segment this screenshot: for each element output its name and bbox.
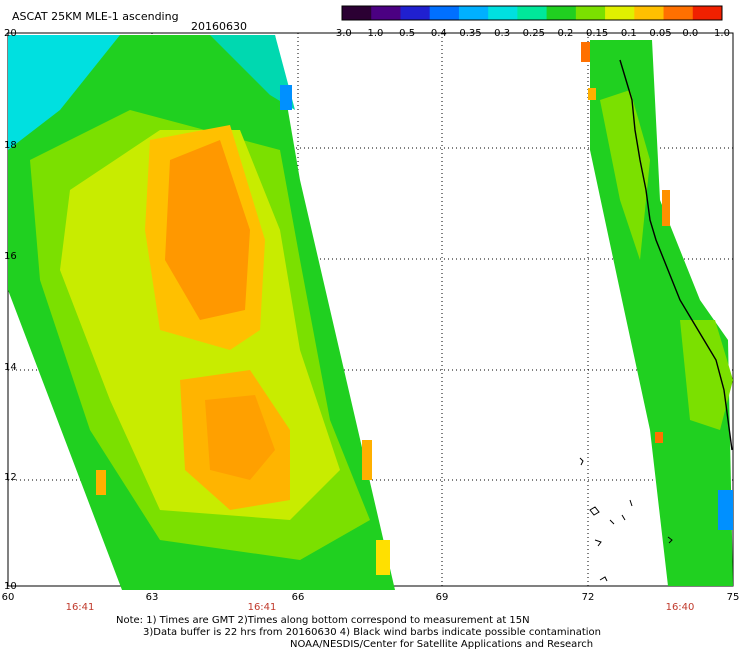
colorbar-segment — [605, 6, 635, 20]
pass-time-label: 16:41 — [248, 602, 277, 613]
colorbar-segment — [400, 6, 431, 20]
x-tick-label: 63 — [146, 592, 159, 603]
pass-time-label: 16:40 — [666, 602, 695, 613]
pass-time-label: 16:41 — [66, 602, 95, 613]
swath-east — [579, 40, 733, 586]
colorbar-segment — [488, 6, 518, 20]
colorbar-segment — [575, 6, 606, 20]
note-line-2: 3)Data buffer is 22 hrs from 20160630 4)… — [143, 627, 601, 638]
colorbar-segment — [634, 6, 665, 20]
x-tick-labels: 60 63 66 69 72 75 — [2, 592, 740, 603]
note-line-3: NOAA/NESDIS/Center for Satellite Applica… — [290, 639, 594, 650]
y-tick-labels: 20 18 16 14 12 10 — [4, 28, 17, 592]
x-tick-label: 69 — [436, 592, 449, 603]
y-tick-label: 18 — [4, 140, 17, 151]
colorbar-segment — [371, 6, 401, 20]
colorbar-segment — [692, 6, 723, 20]
pass-time-labels: 16:41 16:41 16:40 — [66, 602, 695, 613]
y-tick-label: 10 — [4, 581, 17, 592]
swath-west — [8, 35, 395, 590]
product-title: ASCAT 25KM MLE-1 ascending — [12, 10, 179, 23]
y-tick-label: 20 — [4, 28, 17, 39]
colorbar-segment — [517, 6, 548, 20]
x-tick-label: 75 — [727, 592, 740, 603]
product-date: 20160630 — [191, 20, 247, 33]
colorbar-segment — [342, 6, 372, 20]
note-line-1: Note: 1) Times are GMT 2)Times along bot… — [116, 615, 530, 626]
colorbar-border — [341, 5, 723, 21]
y-tick-label: 12 — [4, 472, 17, 483]
x-tick-label: 60 — [2, 592, 15, 603]
colorbar-segment — [546, 6, 577, 20]
colorbar-segment — [458, 6, 489, 20]
colorbar-segment — [429, 6, 460, 20]
x-tick-label: 66 — [292, 592, 305, 603]
colorbar-segment — [663, 6, 694, 20]
colorbar — [341, 5, 723, 21]
x-tick-label: 72 — [582, 592, 595, 603]
y-tick-label: 14 — [4, 362, 17, 373]
y-tick-label: 16 — [4, 251, 17, 262]
